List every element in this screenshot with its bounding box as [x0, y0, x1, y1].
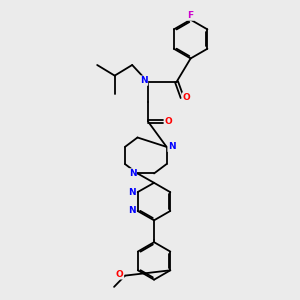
Text: O: O [116, 270, 124, 279]
Text: F: F [188, 11, 194, 20]
Text: N: N [128, 206, 136, 215]
Text: N: N [129, 169, 136, 178]
Text: N: N [128, 188, 136, 197]
Text: N: N [168, 142, 176, 152]
Text: N: N [140, 76, 148, 85]
Text: O: O [182, 93, 190, 102]
Text: O: O [164, 117, 172, 126]
